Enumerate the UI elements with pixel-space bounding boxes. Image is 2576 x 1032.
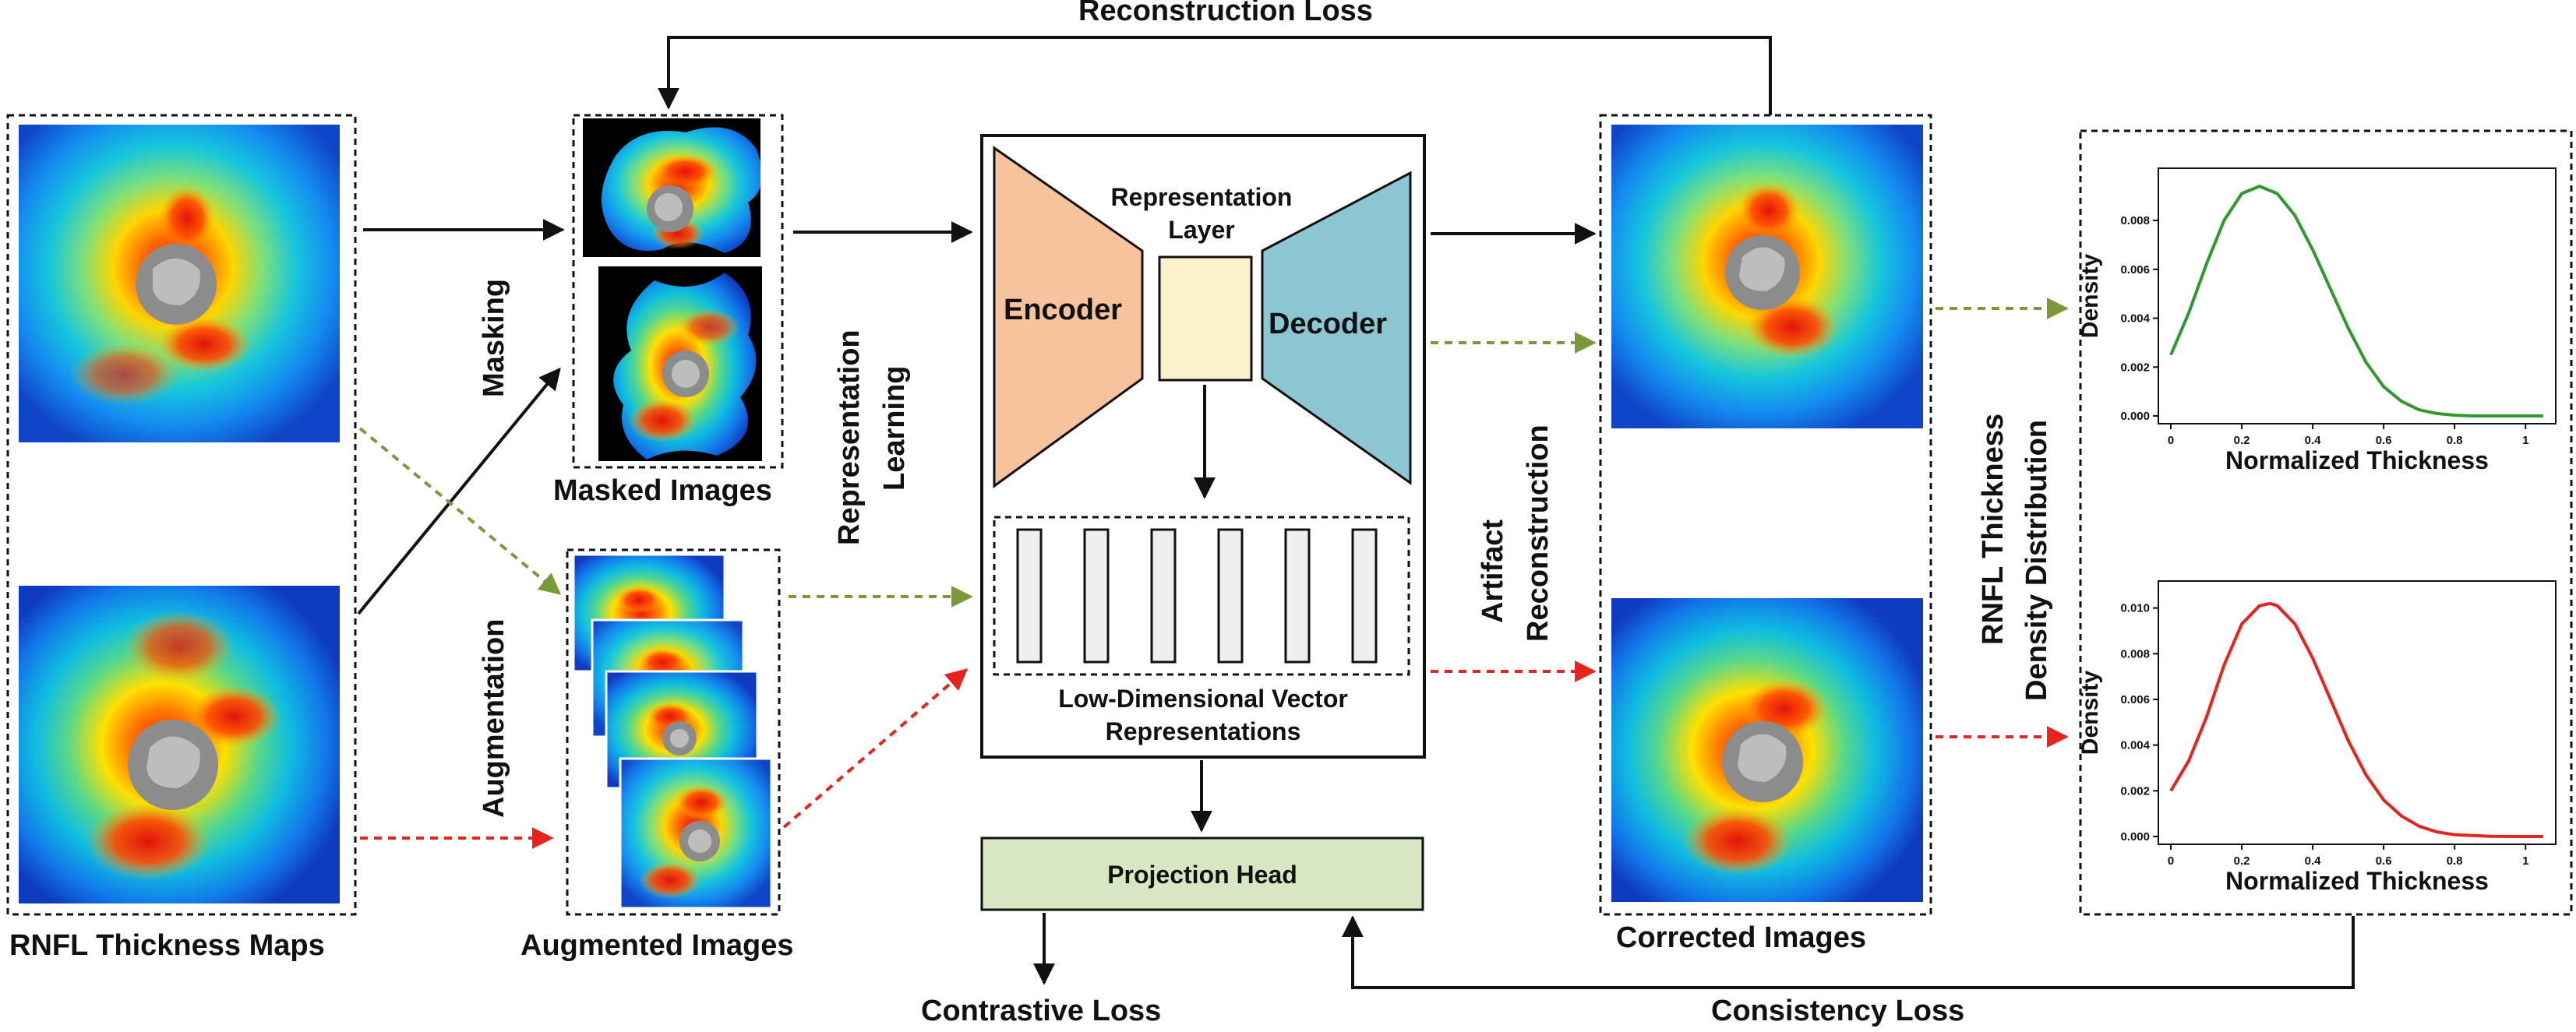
density-chart-red: 0 0.2 0.4 0.6 0.8 1 0.000 0.002 0.004 0.006 0.008 0… [2077, 580, 2557, 895]
reconstruction-label: Reconstruction [1522, 424, 1554, 642]
x-tick-label: 0.4 [2305, 854, 2322, 868]
x-tick-label: 0 [2168, 854, 2174, 868]
augmentation-label: Augmentation [478, 619, 510, 818]
x-tick-label: 0.4 [2305, 434, 2322, 447]
contrastive-loss-label: Contrastive Loss [921, 995, 1161, 1027]
consistency-loss-arrow [1342, 915, 2355, 989]
decoder-label: Decoder [1269, 308, 1387, 340]
density-distributions-panel [2079, 129, 2573, 916]
low-dim-label-1: Low-Dimensional Vector [1058, 685, 1348, 713]
masked-images-label: Masked Images [553, 474, 772, 507]
vector-bar [1217, 528, 1244, 664]
augmented-images-panel [566, 548, 781, 916]
masking-arrow-bottom [357, 367, 561, 615]
y-tick-label: 0.000 [2120, 410, 2150, 423]
rnfl-maps-label: RNFL Thickness Maps [9, 929, 325, 962]
masked-image-bottom [598, 266, 762, 461]
projection-head-label: Projection Head [1107, 861, 1297, 889]
representation-layer-label-2: Layer [1168, 216, 1234, 244]
y-axis-label: Density [2077, 254, 2103, 339]
corrected-image-top [1611, 125, 1923, 428]
rnfl-map-bottom [19, 586, 340, 903]
x-tick-label: 0 [2168, 434, 2174, 447]
vector-bar [1150, 528, 1177, 664]
y-tick-label: 0.006 [2120, 693, 2150, 706]
corrected-images-label: Corrected Images [1616, 921, 1866, 954]
y-tick-label: 0.002 [2120, 361, 2150, 374]
decoder-block [1261, 171, 1412, 485]
augmented-image-stack [572, 553, 773, 910]
vector-bar [1284, 528, 1311, 664]
masked-images-panel [572, 114, 784, 469]
consistency-loss-label: Consistency Loss [1711, 995, 1964, 1027]
rnfl-maps-panel [6, 114, 357, 916]
augmented-images-label: Augmented Images [520, 929, 794, 962]
density-curve [2169, 601, 2543, 838]
x-tick-label: 0.6 [2376, 854, 2392, 868]
x-tick-label: 0.8 [2447, 434, 2463, 447]
density-chart-green: 0 0.2 0.4 0.6 0.8 1 0.000 0.002 0.004 0.006 0.008 N… [2077, 167, 2557, 474]
x-tick-label: 0.2 [2234, 434, 2250, 447]
x-tick-label: 1 [2522, 434, 2528, 447]
density-distribution-label-1: RNFL Thickness [1977, 414, 2010, 645]
x-axis-label: Normalized Thickness [2225, 867, 2489, 895]
y-tick-label: 0.006 [2120, 263, 2150, 276]
x-tick-label: 1 [2522, 854, 2528, 868]
representation-layer-block [1158, 255, 1253, 382]
y-tick-label: 0.004 [2120, 739, 2150, 752]
vector-representations-box [993, 516, 1410, 676]
y-tick-label: 0.008 [2120, 214, 2150, 227]
x-tick-label: 0.8 [2447, 854, 2463, 868]
artifact-label: Artifact [1477, 520, 1509, 623]
x-tick-label: 0.6 [2376, 434, 2392, 447]
density-curve [2169, 185, 2543, 417]
y-tick-label: 0.010 [2120, 602, 2150, 615]
density-distribution-label-2: Density Distribution [2020, 420, 2053, 701]
masking-label: Masking [478, 279, 510, 397]
y-tick-label: 0.002 [2120, 784, 2150, 798]
projection-head-block [980, 837, 1424, 911]
chart-frame [2158, 167, 2557, 424]
x-tick-label: 0.2 [2234, 854, 2250, 868]
corrected-images-panel [1599, 114, 1932, 916]
reconstruction-loss-label: Reconstruction Loss [1078, 0, 1373, 27]
vector-bar [1351, 528, 1378, 664]
y-axis-label: Density [2077, 671, 2103, 756]
representation-layer-label-1: Representation [1111, 183, 1293, 211]
encoder-label: Encoder [1004, 294, 1122, 326]
representation-learning-label-2: Learning [878, 366, 911, 491]
rnfl-map-top [19, 125, 340, 442]
augmentation-arrow-green [358, 427, 562, 595]
masked-image-top [583, 118, 760, 257]
vector-bar [1083, 528, 1110, 664]
encoder-block [993, 146, 1144, 488]
representation-learning-label-1: Representation [833, 329, 866, 545]
y-tick-label: 0.004 [2120, 312, 2150, 326]
augmented-to-vectors-arrow-red [782, 668, 969, 829]
augmented-image-4 [619, 757, 773, 910]
vector-bar [1016, 528, 1043, 664]
corrected-image-bottom [1611, 598, 1923, 902]
x-axis-label: Normalized Thickness [2225, 446, 2489, 474]
y-tick-label: 0.008 [2120, 647, 2150, 660]
chart-frame [2158, 580, 2557, 845]
low-dim-label-2: Representations [1106, 717, 1301, 745]
vector-bars [1016, 528, 1378, 664]
y-tick-label: 0.000 [2120, 830, 2150, 844]
reconstruction-loss-arrow [658, 36, 1772, 115]
